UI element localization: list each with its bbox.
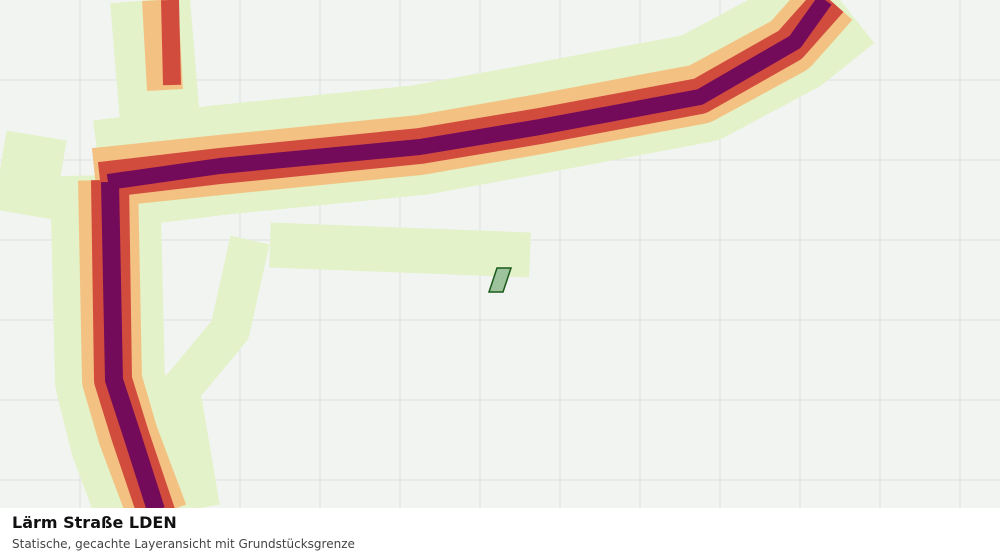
parcel-boundary xyxy=(487,267,513,293)
layer-title: Lärm Straße LDEN xyxy=(12,513,177,532)
noise-zones xyxy=(0,0,875,508)
layer-subtitle: Statische, gecachte Layeransicht mit Gru… xyxy=(12,537,355,551)
caption-bar: Lärm Straße LDEN Statische, gecachte Lay… xyxy=(0,508,1000,560)
zone-very-high xyxy=(101,0,832,508)
map-canvas xyxy=(0,0,1000,508)
